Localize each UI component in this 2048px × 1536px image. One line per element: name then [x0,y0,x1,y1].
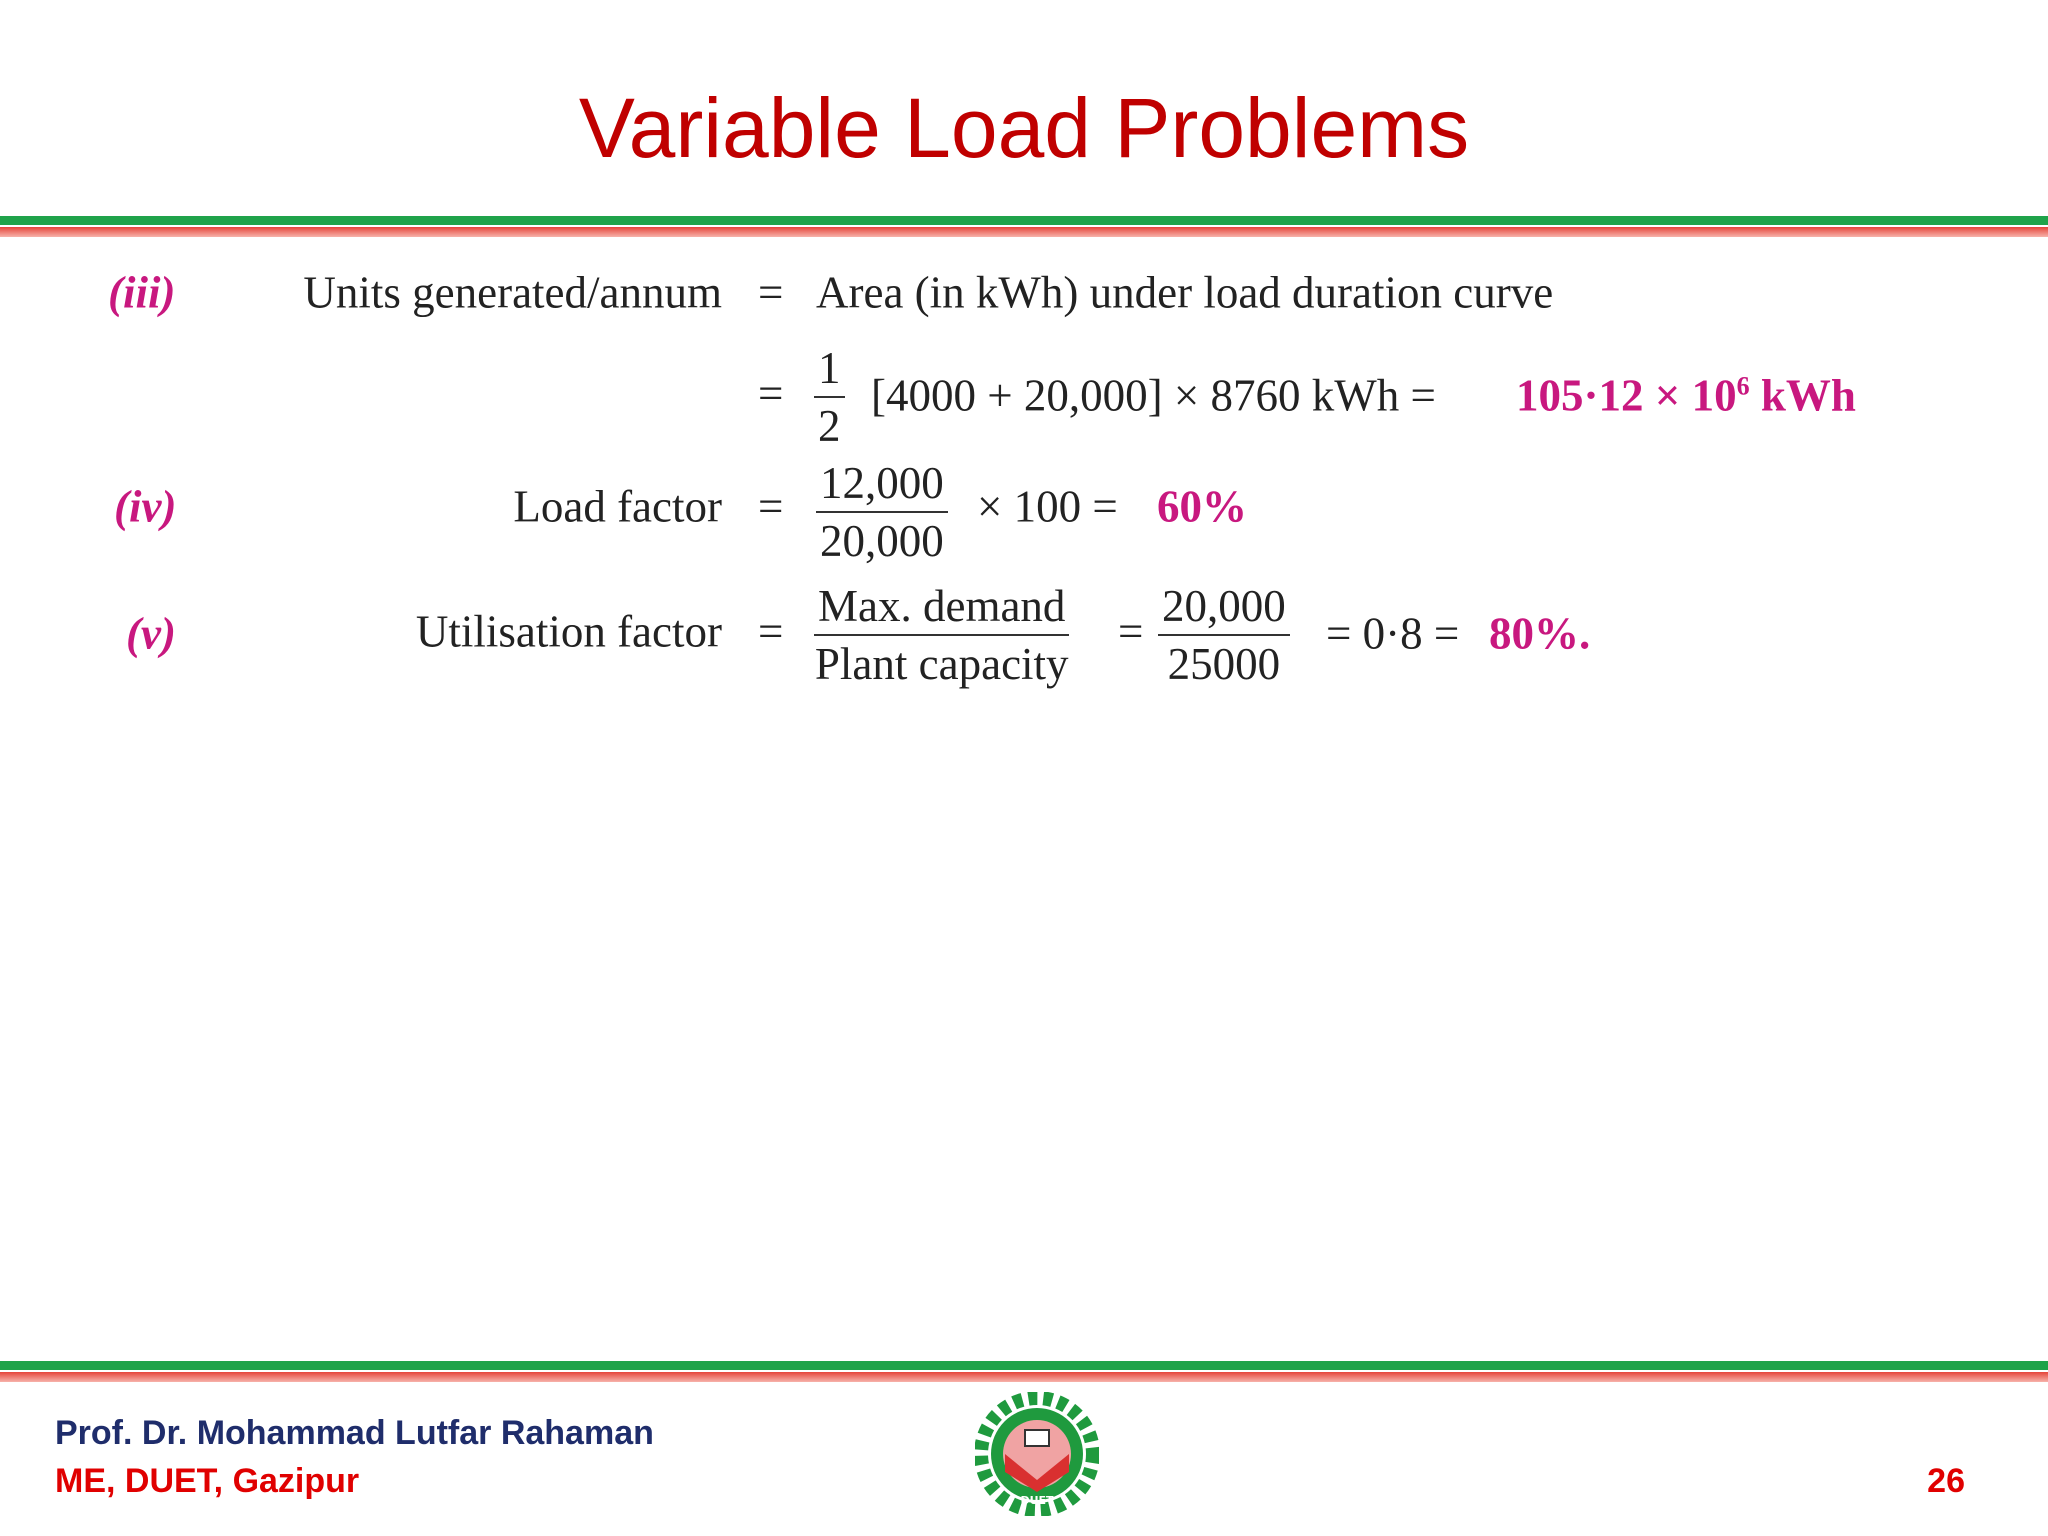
equals: = [758,368,784,419]
page-number: 26 [1927,1462,1965,1500]
logo-text: DUET [1020,1494,1054,1507]
answer-unit: kWh [1760,370,1856,421]
answer: 80%. [1489,608,1591,659]
footer-rule [0,1372,2048,1382]
item-label: (iv) [114,481,177,532]
denominator: 2 [818,401,841,452]
fraction: Max. demand Plant capacity [814,578,1070,693]
equals: = [758,481,784,532]
denominator: 20,000 [820,516,944,567]
equals: = [758,606,784,657]
numerator: 12,000 [816,455,948,514]
fraction: 1 2 [814,340,845,455]
header-rule [0,227,2048,237]
expression: Area (in kWh) under load duration curve [816,267,1554,318]
logo-chevron [1005,1454,1069,1492]
answer: 60% [1157,481,1247,532]
denominator: 25000 [1167,639,1281,690]
expression: [4000 + 20,000] × 8760 kWh = [871,370,1436,421]
logo: DUET [975,1392,1099,1516]
fraction: 20,000 25000 [1158,578,1290,693]
header-rule [0,216,2048,225]
affiliation: ME, DUET, Gazipur [55,1462,360,1500]
quantity: Units generated/annum [303,267,722,318]
exponent: 6 [1736,371,1750,401]
logo-gear [975,1392,1099,1516]
expression: = 0·8 = [1326,608,1460,659]
numerator: Max. demand [814,578,1070,637]
numerator: 20,000 [1158,578,1290,637]
equals: = [1118,606,1144,657]
denominator: Plant capacity [814,639,1069,690]
footer-rule [0,1361,2048,1370]
equals: = [758,267,784,318]
answer: 105·12 × 106 kWh [1516,370,1856,421]
slide-title: Variable Load Problems [578,81,1470,175]
answer-value: 105·12 × 10 [1516,370,1737,421]
item-label: (v) [126,608,176,659]
item-label: (iii) [108,267,176,318]
quantity: Utilisation factor [415,606,722,657]
fraction: 12,000 20,000 [816,455,948,570]
quantity: Load factor [513,481,722,532]
numerator: 1 [814,340,845,399]
expression: × 100 = [977,481,1118,532]
author: Prof. Dr. Mohammad Lutfar Rahaman [55,1414,654,1452]
logo-book [1024,1429,1050,1447]
